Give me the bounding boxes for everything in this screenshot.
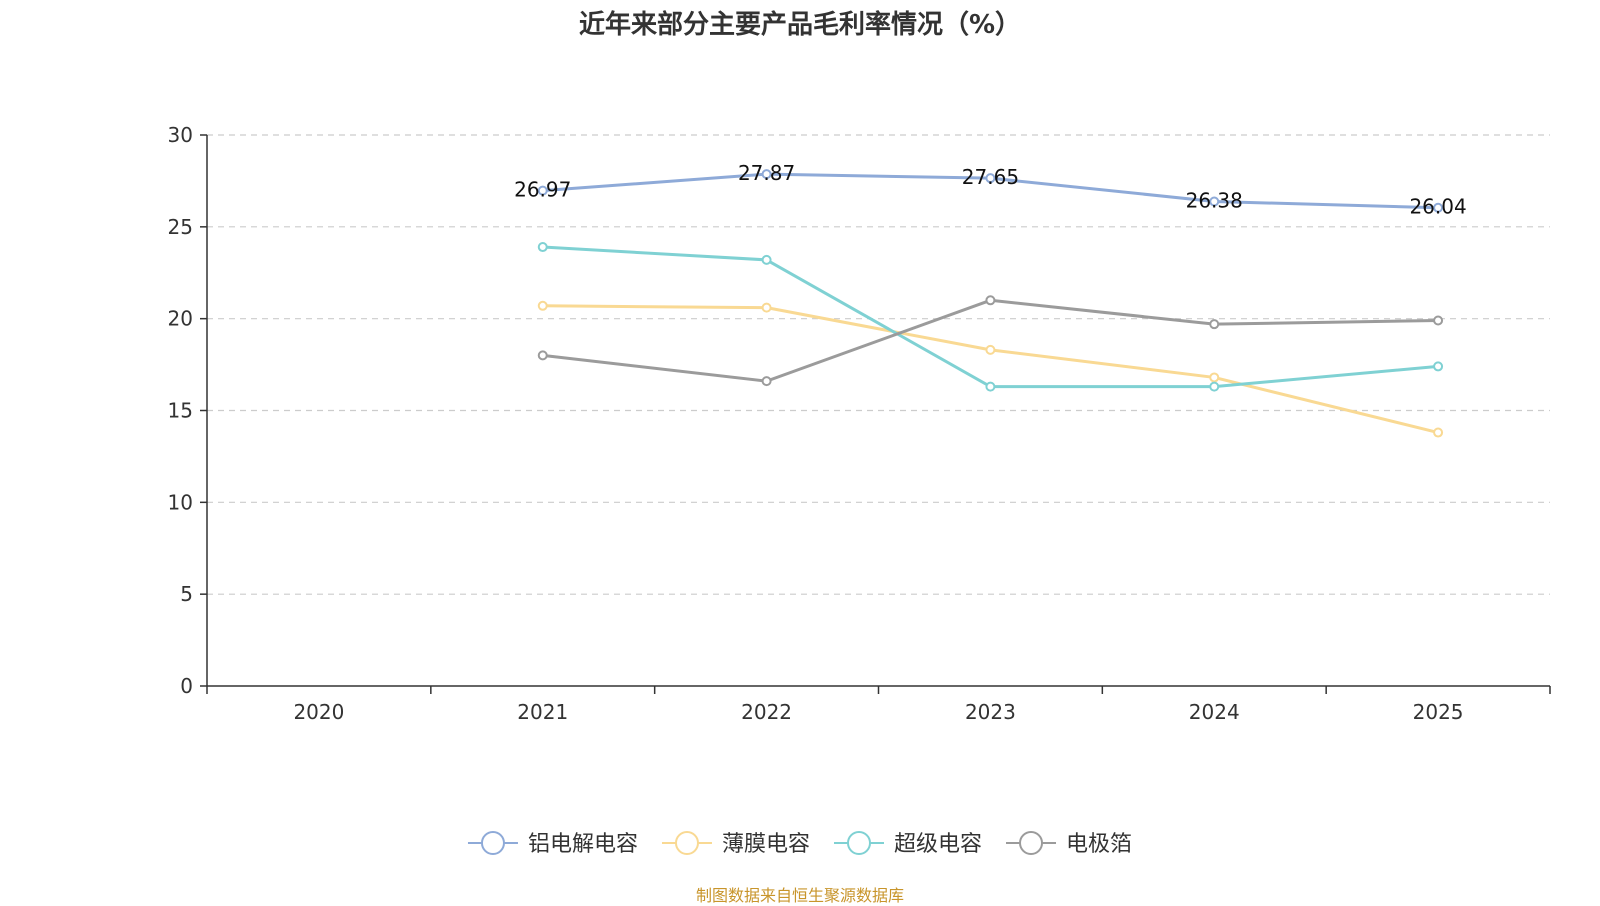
legend-item-1[interactable]: 薄膜电容 bbox=[661, 831, 810, 857]
series-lines bbox=[537, 169, 1444, 438]
y-tick-label-10: 10 bbox=[168, 490, 193, 514]
point-s2-2023[interactable] bbox=[985, 381, 996, 392]
legend: 铝电解电容 薄膜电容 超级电容 电极箔 bbox=[467, 831, 1132, 857]
point-s0-2022[interactable] bbox=[761, 169, 772, 180]
legend-label-0: 铝电解电容 bbox=[528, 832, 638, 857]
legend-marker-2 bbox=[847, 831, 871, 855]
point-s3-2022[interactable] bbox=[761, 376, 772, 387]
series-line-1 bbox=[542, 304, 1439, 434]
point-s1-2025[interactable] bbox=[1433, 427, 1444, 438]
x-tick-label-2024: 2024 bbox=[1189, 700, 1240, 724]
point-s2-2021[interactable] bbox=[537, 242, 548, 253]
legend-item-3[interactable]: 电极箔 bbox=[1006, 831, 1132, 857]
y-tick-label-25: 25 bbox=[168, 215, 193, 239]
grid-lines bbox=[207, 134, 1550, 595]
legend-item-2[interactable]: 超级电容 bbox=[834, 831, 982, 857]
y-tick-label-30: 30 bbox=[168, 123, 193, 147]
point-s3-2021[interactable] bbox=[537, 350, 548, 361]
data-labels: 26.97 27.87 27.65 26.38 26.04 bbox=[514, 161, 1467, 219]
source-note: 制图数据来自恒生聚源数据库 bbox=[695, 886, 904, 905]
y-tick-label-20: 20 bbox=[168, 307, 193, 331]
point-s0-2021[interactable] bbox=[537, 185, 548, 196]
data-label-s0-2021: 26.97 bbox=[514, 178, 571, 202]
point-s0-2023[interactable] bbox=[985, 173, 996, 184]
point-s2-2025[interactable] bbox=[1433, 361, 1444, 372]
x-tick-label-2025: 2025 bbox=[1413, 700, 1464, 724]
point-s3-2024[interactable] bbox=[1209, 319, 1220, 330]
x-tick-label-2020: 2020 bbox=[293, 700, 344, 724]
data-label-s0-2023: 27.65 bbox=[962, 165, 1019, 189]
point-s2-2024[interactable] bbox=[1209, 381, 1220, 392]
y-tick-label-0: 0 bbox=[180, 674, 193, 698]
series-line-3 bbox=[542, 298, 1439, 383]
x-tick-label-2021: 2021 bbox=[517, 700, 568, 724]
data-label-s0-2024: 26.38 bbox=[1186, 188, 1243, 212]
point-s3-2023[interactable] bbox=[985, 295, 996, 306]
point-s2-2022[interactable] bbox=[761, 254, 772, 265]
point-s1-2022[interactable] bbox=[761, 302, 772, 313]
data-label-s0-2022: 27.87 bbox=[738, 161, 795, 185]
legend-item-0[interactable]: 铝电解电容 bbox=[467, 831, 638, 857]
point-s1-2023[interactable] bbox=[985, 344, 996, 355]
point-s1-2021[interactable] bbox=[537, 300, 548, 311]
legend-label-2: 超级电容 bbox=[894, 832, 982, 857]
chart-title: 近年来部分主要产品毛利率情况（%） bbox=[578, 10, 1022, 40]
point-s3-2025[interactable] bbox=[1433, 315, 1444, 326]
legend-label-1: 薄膜电容 bbox=[722, 832, 810, 857]
y-tick-label-5: 5 bbox=[180, 582, 193, 606]
series-line-2 bbox=[542, 245, 1439, 389]
data-label-s0-2025: 26.04 bbox=[1409, 195, 1466, 219]
legend-marker-0 bbox=[480, 831, 505, 855]
legend-marker-3 bbox=[1019, 831, 1044, 855]
x-tick-label-2022: 2022 bbox=[741, 700, 792, 724]
legend-marker-1 bbox=[674, 831, 699, 855]
point-s0-2025[interactable] bbox=[1433, 202, 1444, 213]
point-s1-2024[interactable] bbox=[1209, 372, 1220, 383]
y-tick-label-15: 15 bbox=[168, 399, 193, 423]
legend-label-3: 电极箔 bbox=[1066, 832, 1132, 857]
x-tick-label-2023: 2023 bbox=[965, 700, 1016, 724]
point-s0-2024[interactable] bbox=[1209, 196, 1220, 207]
